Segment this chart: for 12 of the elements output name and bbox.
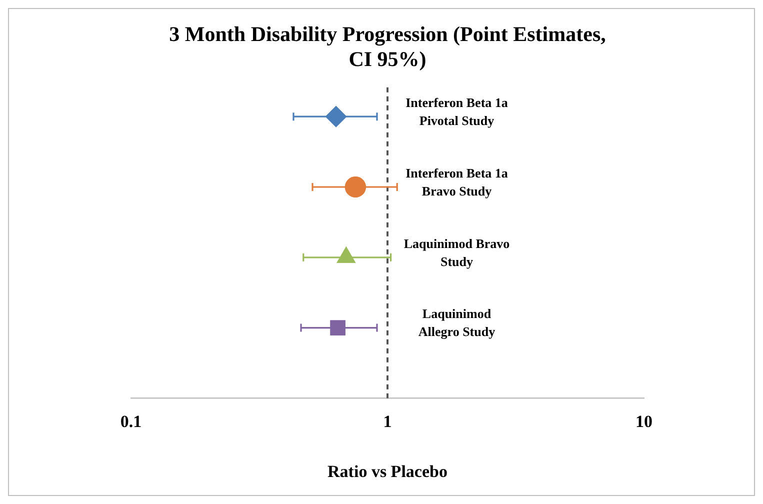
point	[330, 320, 346, 336]
text: Interferon Beta 1a Pivotal Study	[406, 94, 508, 128]
x-tick-label: 10	[636, 412, 652, 431]
text: Interferon Beta 1a Bravo Study	[406, 165, 508, 198]
x-axis-title: Ratio vs Placebo	[328, 462, 448, 482]
chart-title: 3 Month Disability Progression (Point Estimates, CI 95%)	[169, 22, 606, 72]
text: Laquinimod Allegro Study	[418, 306, 496, 340]
x-tick-label: 1	[383, 412, 392, 431]
point	[326, 106, 347, 128]
text: Laquinimod Bravo Study	[404, 236, 510, 269]
point	[344, 176, 366, 198]
x-tick-label: 0.1	[120, 412, 142, 431]
